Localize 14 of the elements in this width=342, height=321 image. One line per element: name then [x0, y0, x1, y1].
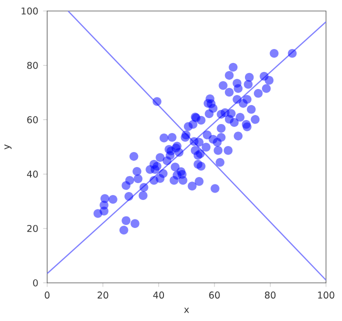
- x-tick-label: 20: [98, 292, 108, 299]
- x-tick-label: 60: [209, 292, 220, 299]
- x-tick-label: 80: [264, 292, 276, 299]
- y-tick-label: 80: [27, 62, 38, 69]
- y-tick-label: 60: [27, 116, 38, 124]
- x-axis-title: x: [184, 308, 190, 313]
- y-tick-label: 0: [33, 279, 38, 286]
- y-tick-label: 40: [27, 170, 38, 178]
- x-tick-label: 100: [318, 292, 334, 299]
- y-tick-label: 100: [22, 8, 38, 15]
- y-tick-label: 20: [27, 225, 38, 232]
- x-tick-label: 0: [44, 292, 50, 299]
- y-axis-title: y: [4, 144, 12, 150]
- x-tick-label: 40: [153, 292, 164, 299]
